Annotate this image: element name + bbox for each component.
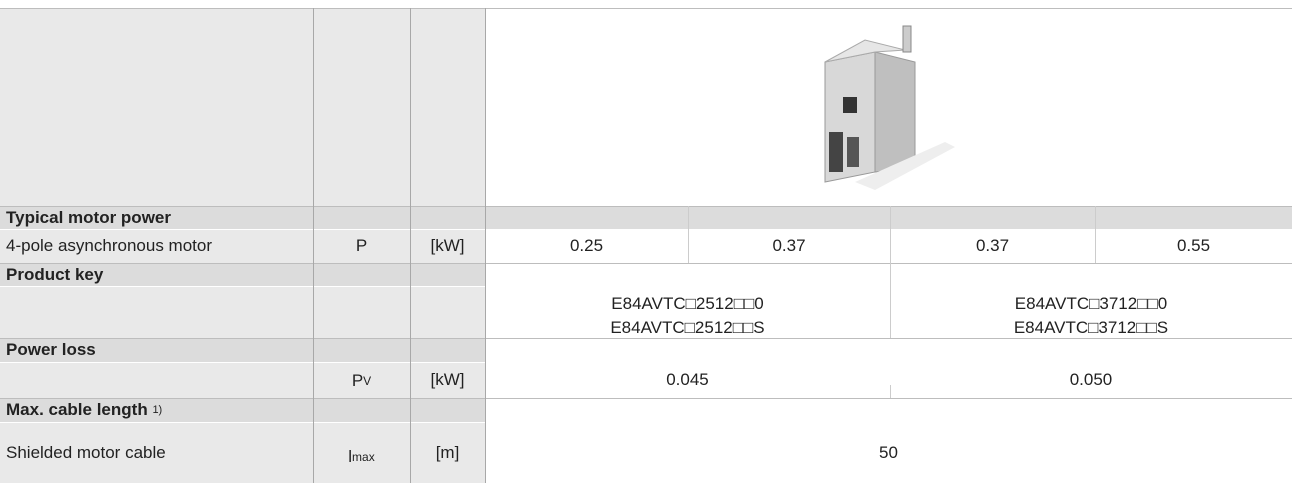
heading-text: Max. cable length xyxy=(6,400,148,420)
heading: Max. cable length 1) xyxy=(6,398,162,422)
cell: 50 xyxy=(485,422,1292,483)
unit: [kW] xyxy=(410,229,485,263)
cell-line: E84AVTC□2512□□0 xyxy=(485,292,890,316)
rule xyxy=(0,8,1292,9)
cell: 0.050 xyxy=(890,362,1292,398)
heading: Product key xyxy=(6,263,103,286)
symbol: P xyxy=(313,229,410,263)
cell: 0.25 xyxy=(485,229,688,263)
heading: Power loss xyxy=(6,338,96,362)
page: Typical motor power 4-pole asynchronous … xyxy=(0,0,1292,483)
footnote: 1) xyxy=(152,404,162,416)
product-image xyxy=(815,22,955,197)
rule xyxy=(0,398,1292,399)
unit: [kW] xyxy=(410,362,485,398)
cell: 0.37 xyxy=(890,229,1095,263)
unit: [m] xyxy=(410,422,485,483)
cell: 0.045 xyxy=(485,362,890,398)
cell: E84AVTC□3712□□0 E84AVTC□3712□□S xyxy=(890,292,1292,340)
cell-line: E84AVTC□3712□□S xyxy=(890,316,1292,340)
cell: E84AVTC□2512□□0 E84AVTC□2512□□S xyxy=(485,292,890,340)
rule xyxy=(0,263,1292,264)
row-label: Shielded motor cable xyxy=(6,422,166,483)
rule xyxy=(0,206,1292,207)
heading-bg xyxy=(0,206,1292,229)
cell-line: E84AVTC□2512□□S xyxy=(485,316,890,340)
cell: 0.37 xyxy=(688,229,890,263)
symbol-base: P xyxy=(352,371,363,391)
symbol-sub: V xyxy=(363,374,371,388)
rule xyxy=(0,286,485,287)
cell: 0.55 xyxy=(1095,229,1292,263)
row-label: 4-pole asynchronous motor xyxy=(6,229,212,263)
symbol-sub: max xyxy=(352,450,375,464)
cell-line: E84AVTC□3712□□0 xyxy=(890,292,1292,316)
heading: Typical motor power xyxy=(6,206,171,229)
